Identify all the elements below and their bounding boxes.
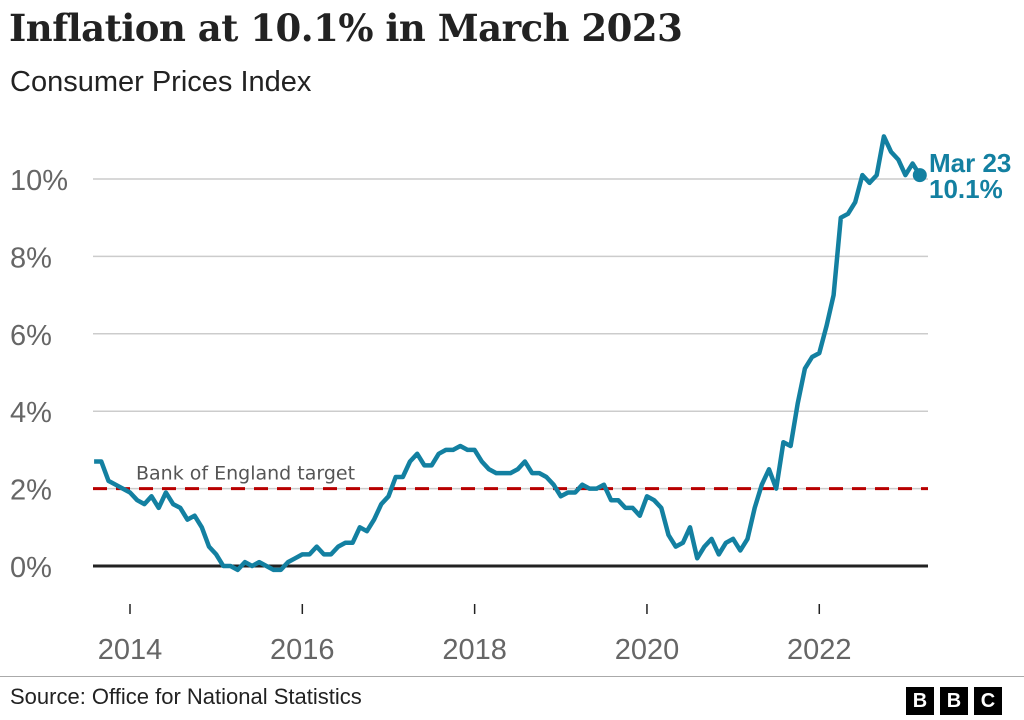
bbc-logo-b2: B bbox=[940, 687, 968, 715]
footer-divider bbox=[0, 676, 1024, 677]
source-note: Source: Office for National Statistics bbox=[10, 684, 362, 709]
end-label-month: Mar 23 bbox=[929, 148, 1011, 178]
x-tick-label: 2020 bbox=[615, 634, 680, 666]
x-tick-label: 2018 bbox=[442, 634, 507, 666]
y-tick-label: 10% bbox=[10, 165, 68, 197]
cpi-series-line bbox=[94, 134, 922, 573]
line-chart: 0% 2% 4% 6% 8% 10% 2014 2016 2018 2020 2022 Bank of… bbox=[10, 134, 1011, 666]
y-tick-label: 0% bbox=[10, 552, 52, 584]
chart-subtitle: Consumer Prices Index bbox=[10, 66, 312, 98]
bbc-logo-b1: B bbox=[906, 687, 934, 715]
bbc-logo-c: C bbox=[974, 687, 1002, 715]
chart-title: Inflation at 10.1% in March 2023 bbox=[9, 6, 683, 50]
y-tick-label: 2% bbox=[10, 475, 52, 507]
x-tick-label: 2016 bbox=[270, 634, 335, 666]
end-label-value: 10.1% bbox=[929, 174, 1003, 204]
bbc-logo: B B C bbox=[906, 687, 1002, 715]
y-tick-label: 4% bbox=[10, 397, 52, 429]
x-tick-label: 2014 bbox=[98, 634, 163, 666]
x-tick-label: 2022 bbox=[787, 634, 852, 666]
y-tick-label: 6% bbox=[10, 320, 52, 352]
target-label: Bank of England target bbox=[136, 463, 355, 485]
y-tick-label: 8% bbox=[10, 242, 52, 274]
end-point-marker bbox=[912, 168, 927, 183]
